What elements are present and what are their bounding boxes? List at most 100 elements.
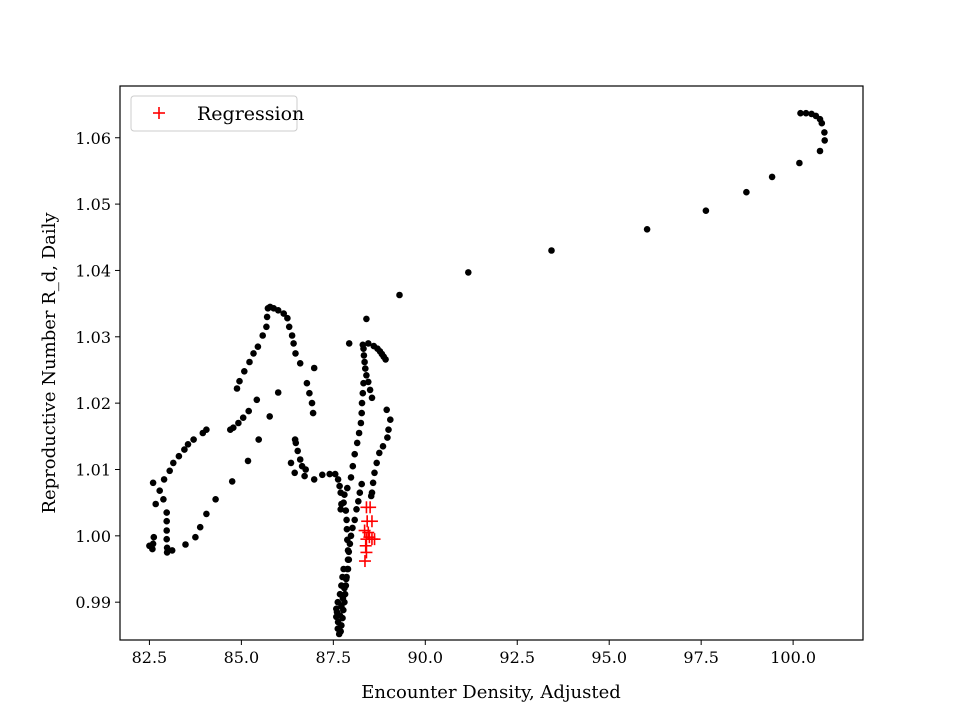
data-point	[250, 350, 257, 357]
data-point	[266, 413, 274, 420]
data-point	[367, 492, 375, 500]
data-point	[192, 533, 199, 541]
y-axis-label: Reproductive Number R_d, Daily	[39, 212, 60, 514]
data-point	[362, 365, 369, 372]
data-point	[326, 470, 334, 478]
data-point	[385, 426, 392, 434]
data-point	[339, 573, 346, 581]
data-point	[343, 525, 351, 533]
data-point	[360, 352, 368, 359]
data-point	[338, 582, 345, 589]
data-point	[156, 487, 163, 495]
data-point	[353, 439, 361, 447]
data-point	[366, 386, 374, 394]
x-axis-label: Encounter Density, Adjusted	[361, 682, 621, 703]
data-point	[253, 396, 261, 404]
legend-plus-mark	[153, 107, 165, 119]
data-point	[160, 476, 168, 483]
legend-box	[130, 95, 298, 132]
data-point	[349, 462, 357, 470]
y-tick-label: 1.02	[75, 394, 111, 413]
data-point	[288, 332, 296, 339]
data-point	[816, 147, 824, 155]
data-point	[290, 340, 297, 347]
regression-point	[364, 501, 377, 514]
data-point	[355, 429, 363, 437]
data-point	[365, 340, 372, 347]
data-point	[287, 459, 295, 467]
data-point	[166, 467, 173, 475]
legend: Regression	[130, 95, 304, 132]
data-point	[227, 426, 234, 434]
data-point	[308, 399, 316, 407]
plot-area-frame	[119, 85, 864, 641]
data-point	[702, 207, 710, 214]
data-point	[212, 496, 219, 503]
data-point	[150, 533, 158, 541]
data-point	[344, 484, 351, 492]
data-point	[743, 188, 750, 196]
data-point	[203, 426, 210, 434]
data-point	[244, 457, 252, 465]
y-tick-label: 0.99	[75, 593, 111, 612]
data-point	[465, 269, 472, 276]
legend-marker-regression	[153, 107, 165, 119]
y-tick-label: 1.03	[75, 328, 111, 347]
data-point	[382, 356, 389, 363]
data-point	[384, 434, 391, 441]
data-point	[259, 332, 267, 339]
data-point	[333, 605, 340, 613]
data-point	[797, 109, 804, 117]
data-point	[344, 556, 352, 563]
data-point	[345, 340, 353, 347]
data-point	[274, 389, 282, 396]
data-point	[255, 436, 262, 443]
data-point	[358, 409, 366, 417]
data-point	[355, 498, 362, 505]
data-point	[296, 360, 304, 367]
data-point	[236, 377, 243, 385]
data-point	[369, 479, 377, 487]
x-tick-label: 87.5	[316, 648, 352, 667]
data-point	[146, 542, 153, 550]
data-point	[802, 109, 810, 117]
data-point	[357, 419, 365, 427]
y-tick-label: 1.04	[75, 261, 111, 280]
data-point	[363, 372, 370, 379]
data-point	[334, 476, 342, 483]
data-point	[339, 614, 346, 622]
data-point	[235, 419, 242, 427]
data-point	[333, 613, 340, 621]
data-point	[340, 499, 347, 507]
data-point	[149, 479, 157, 487]
y-tick-label: 1.01	[75, 460, 111, 479]
data-point	[337, 506, 345, 513]
data-point	[190, 436, 197, 443]
data-point	[341, 598, 348, 606]
data-point	[373, 459, 381, 467]
data-point	[548, 247, 555, 254]
data-point	[310, 364, 318, 372]
data-point	[181, 446, 188, 453]
y-tick-label: 1.00	[75, 527, 111, 546]
data-point	[309, 409, 317, 417]
data-point	[376, 449, 383, 457]
data-point	[196, 523, 204, 531]
data-point	[643, 226, 651, 233]
x-tick-label: 100.0	[770, 648, 816, 667]
regression-point	[365, 515, 378, 528]
data-point	[358, 399, 366, 407]
data-point	[175, 452, 183, 460]
x-tick-label: 85.0	[224, 648, 260, 667]
data-point	[168, 547, 176, 554]
x-tick-label: 82.5	[132, 648, 168, 667]
data-point	[301, 472, 308, 480]
data-point	[163, 549, 171, 556]
data-point	[345, 548, 353, 556]
data-point	[342, 507, 350, 514]
data-point	[319, 471, 326, 479]
data-point	[306, 389, 313, 397]
data-point	[285, 323, 293, 331]
x-tick-label: 90.0	[407, 648, 443, 667]
data-point	[347, 532, 355, 540]
